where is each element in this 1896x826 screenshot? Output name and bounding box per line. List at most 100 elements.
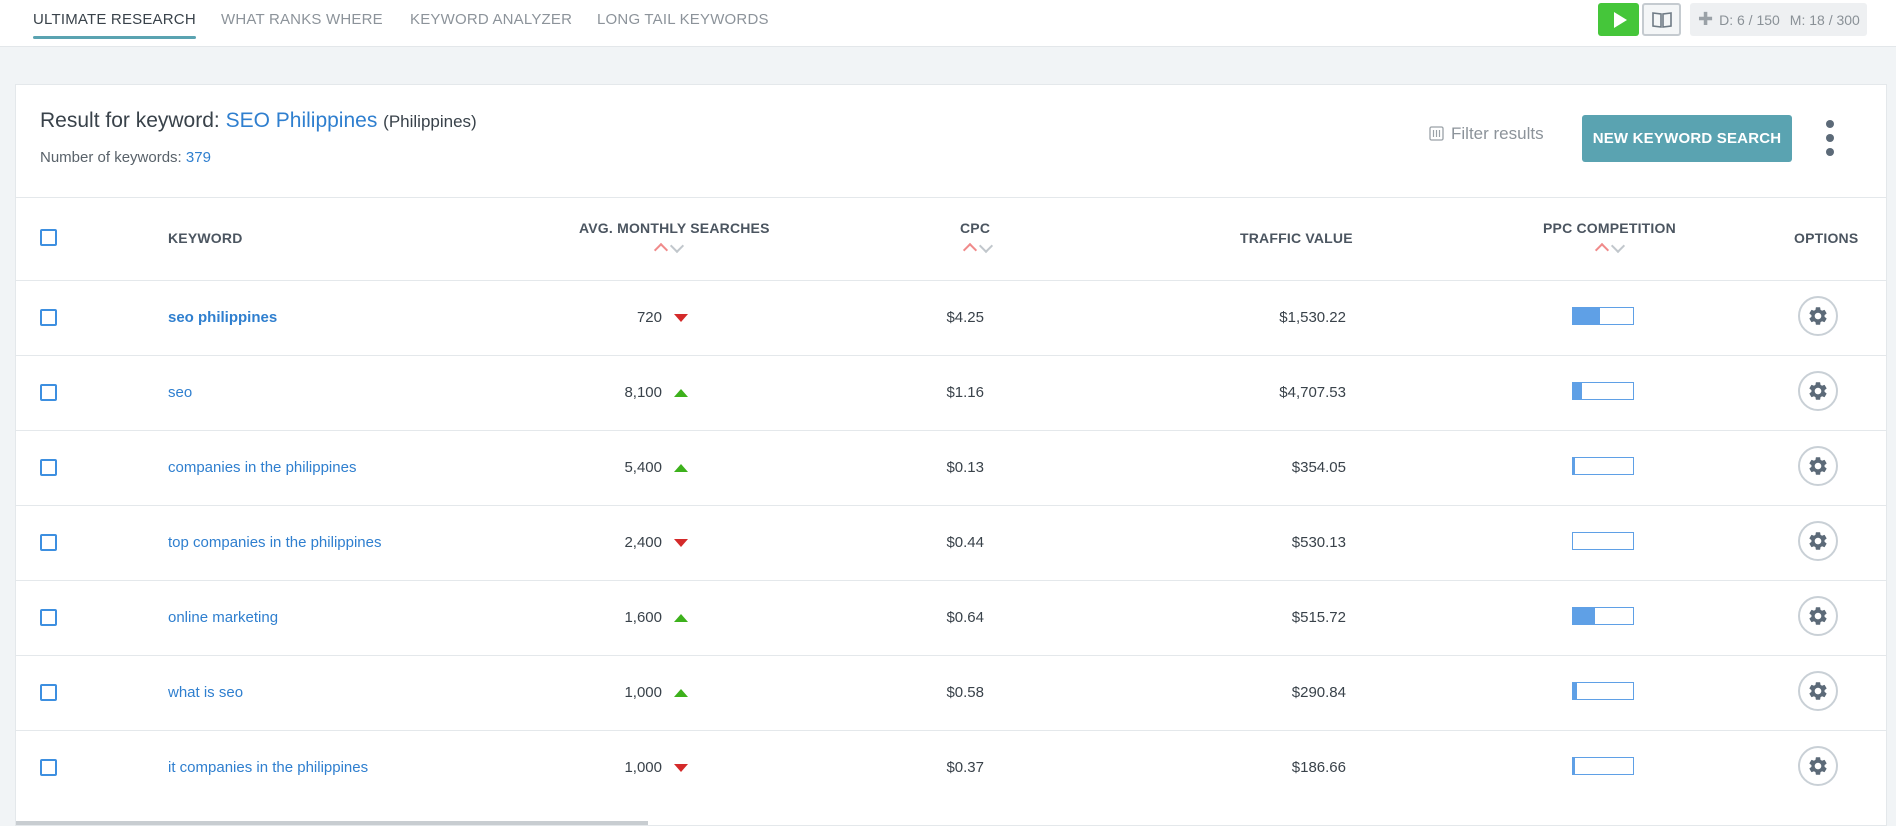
traffic-value: $530.13 [1291, 534, 1346, 551]
result-keyword: SEO Philippines [225, 109, 378, 132]
ppc-competition-bar [1572, 682, 1634, 700]
trend-up-icon [674, 389, 688, 398]
keyword-link[interactable]: seo [168, 384, 193, 401]
plus-icon[interactable]: ✚ [1698, 9, 1714, 29]
gear-icon [1809, 757, 1827, 775]
cpc-value: $1.16 [946, 384, 984, 401]
tab-ultimate-research[interactable]: ULTIMATE RESEARCH [33, 11, 196, 39]
table-row: it companies in the philippines 1,000 $0.3… [16, 730, 1886, 805]
divider [16, 197, 1886, 198]
cpc-value: $0.58 [946, 684, 984, 701]
horizontal-scrollbar[interactable] [16, 821, 648, 825]
searches-value: 1,000 [624, 759, 662, 776]
keyword-link[interactable]: what is seo [168, 684, 244, 701]
gear-icon [1809, 532, 1827, 550]
row-checkbox[interactable] [40, 609, 57, 626]
row-options-button[interactable] [1798, 446, 1838, 486]
trend-up-icon [674, 464, 688, 473]
searches-cell: 1,600 [566, 581, 688, 655]
trend-down-icon [674, 539, 688, 548]
table-row: seo philippines 720 $4.25 $1,530.22 [16, 280, 1886, 355]
new-keyword-search-button[interactable]: NEW KEYWORD SEARCH [1582, 115, 1792, 162]
trend-up-icon [674, 614, 688, 623]
ppc-competition-bar [1572, 757, 1634, 775]
traffic-value: $354.05 [1291, 459, 1346, 476]
top-navigation: ULTIMATE RESEARCH WHAT RANKS WHERE KEYWO… [0, 0, 1896, 47]
gear-icon [1809, 607, 1827, 625]
monthly-limit: M: 18 / 300 [1789, 12, 1860, 28]
row-options-button[interactable] [1798, 296, 1838, 336]
sort-cpc-icon[interactable] [959, 238, 999, 258]
cpc-value: $4.25 [946, 309, 984, 326]
select-all-checkbox[interactable] [40, 229, 57, 246]
searches-value: 2,400 [624, 534, 662, 551]
ppc-competition-bar [1572, 307, 1634, 325]
searches-value: 720 [636, 309, 662, 326]
traffic-value: $1,530.22 [1279, 309, 1346, 326]
keyword-link[interactable]: it companies in the philippines [168, 759, 369, 776]
column-searches[interactable]: AVG. MONTHLY SEARCHES [579, 220, 770, 236]
ppc-competition-bar [1572, 532, 1634, 550]
column-options: OPTIONS [1794, 230, 1859, 246]
searches-value: 1,600 [624, 609, 662, 626]
keyword-link[interactable]: seo philippines [168, 309, 278, 326]
keyword-link[interactable]: online marketing [168, 609, 279, 626]
filter-results-button[interactable]: Filter results [1429, 124, 1544, 144]
column-ppc-competition[interactable]: PPC COMPETITION [1543, 220, 1676, 236]
tab-keyword-analyzer[interactable]: KEYWORD ANALYZER [410, 11, 573, 28]
ppc-competition-bar [1572, 607, 1634, 625]
keyword-count: Number of keywords: 379 [40, 149, 211, 166]
sort-competition-icon[interactable] [1591, 238, 1631, 258]
gear-icon [1809, 457, 1827, 475]
tab-long-tail-keywords[interactable]: LONG TAIL KEYWORDS [597, 11, 769, 28]
row-checkbox[interactable] [40, 459, 57, 476]
book-icon [1652, 12, 1672, 28]
ppc-competition-bar [1572, 457, 1634, 475]
more-options-icon[interactable] [1823, 120, 1837, 156]
ppc-competition-fill [1573, 758, 1576, 774]
column-traffic-value: TRAFFIC VALUE [1240, 230, 1353, 246]
tab-what-ranks-where[interactable]: WHAT RANKS WHERE [221, 11, 383, 28]
row-options-button[interactable] [1798, 596, 1838, 636]
daily-limit: D: 6 / 150 [1719, 12, 1780, 28]
traffic-value: $186.66 [1291, 759, 1346, 776]
results-card: Result for keyword: SEO Philippines (Phi… [15, 84, 1887, 826]
row-options-button[interactable] [1798, 746, 1838, 786]
filter-icon [1429, 126, 1444, 141]
row-checkbox[interactable] [40, 534, 57, 551]
keyword-link[interactable]: companies in the philippines [168, 459, 357, 476]
row-options-button[interactable] [1798, 671, 1838, 711]
traffic-value: $515.72 [1291, 609, 1346, 626]
column-keyword: KEYWORD [168, 230, 243, 246]
trend-down-icon [674, 314, 688, 323]
table-row: what is seo 1,000 $0.58 $290.84 [16, 655, 1886, 730]
column-cpc[interactable]: CPC [960, 220, 991, 236]
sort-searches-icon[interactable] [650, 238, 690, 258]
row-checkbox[interactable] [40, 684, 57, 701]
row-options-button[interactable] [1798, 371, 1838, 411]
searches-value: 1,000 [624, 684, 662, 701]
ppc-competition-fill [1573, 458, 1575, 474]
guide-button[interactable] [1642, 3, 1681, 36]
row-checkbox[interactable] [40, 384, 57, 401]
row-checkbox[interactable] [40, 309, 57, 326]
result-country: (Philippines) [383, 112, 477, 131]
ppc-competition-fill [1573, 683, 1578, 699]
searches-cell: 8,100 [566, 356, 688, 430]
table-row: seo 8,100 $1.16 $4,707.53 [16, 355, 1886, 430]
ppc-competition-fill [1573, 383, 1582, 399]
traffic-value: $4,707.53 [1279, 384, 1346, 401]
row-options-button[interactable] [1798, 521, 1838, 561]
cpc-value: $0.64 [946, 609, 984, 626]
result-title: Result for keyword: SEO Philippines (Phi… [40, 109, 477, 133]
ppc-competition-fill [1573, 608, 1595, 624]
trend-down-icon [674, 764, 688, 773]
table-row: online marketing 1,600 $0.64 $515.72 [16, 580, 1886, 655]
keyword-link[interactable]: top companies in the philippines [168, 534, 382, 551]
row-checkbox[interactable] [40, 759, 57, 776]
filter-results-label: Filter results [1451, 124, 1544, 143]
play-video-button[interactable] [1598, 3, 1639, 36]
table-row: companies in the philippines 5,400 $0.13 $3… [16, 430, 1886, 505]
cpc-value: $0.37 [946, 759, 984, 776]
searches-cell: 5,400 [566, 431, 688, 505]
